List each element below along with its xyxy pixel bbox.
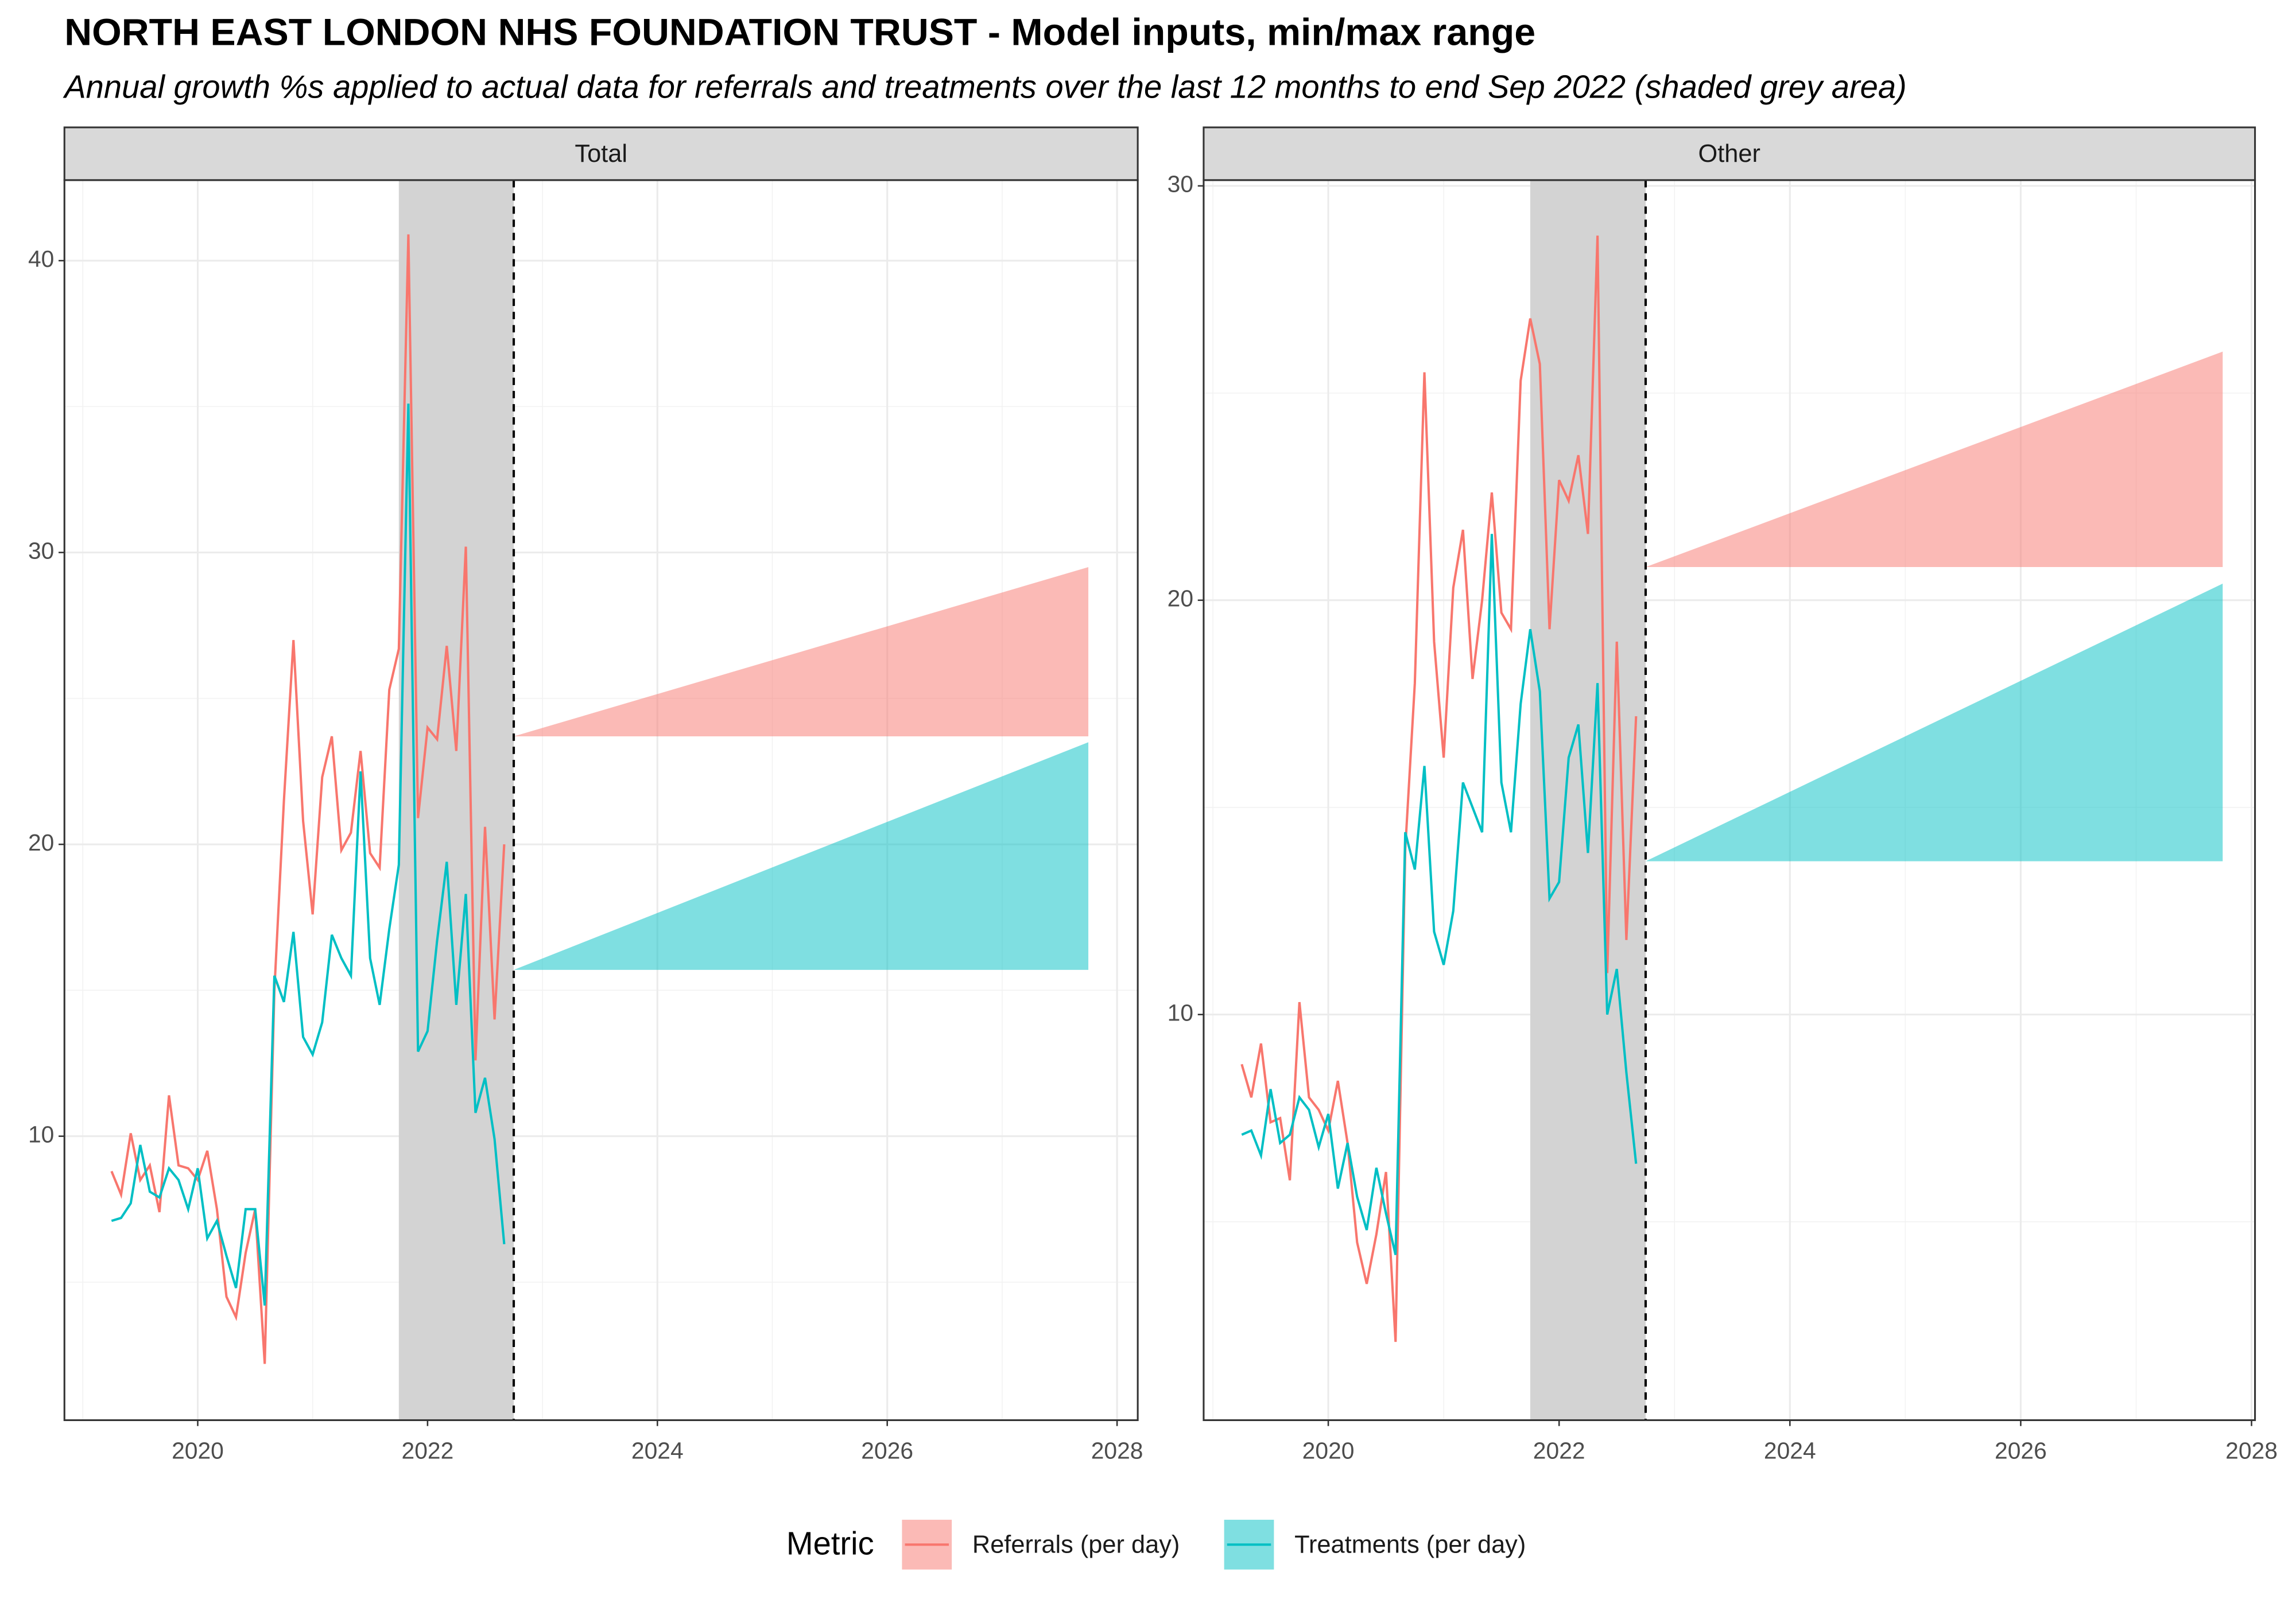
series-line — [110, 234, 506, 1364]
legend-title: Metric — [786, 1526, 874, 1562]
x-tick-label: 2024 — [631, 1437, 684, 1464]
series-line — [1241, 534, 1638, 1255]
y-tick-label: 30 — [28, 537, 54, 564]
legend: Metric Referrals (per day) Treatments (pe… — [786, 1519, 1526, 1570]
shaded-period — [1530, 180, 1646, 1420]
x-tick-label: 2020 — [1302, 1437, 1355, 1464]
series-line — [1240, 235, 1638, 1342]
y-tick-label: 30 — [1168, 171, 1193, 197]
x-tick-label: 2028 — [1091, 1437, 1143, 1464]
x-tick-label: 2022 — [402, 1437, 454, 1464]
legend-label: Treatments (per day) — [1294, 1531, 1526, 1558]
chart-title: NORTH EAST LONDON NHS FOUNDATION TRUST -… — [64, 11, 1535, 54]
facet-label: Other — [1698, 140, 1760, 168]
chart-subtitle: Annual growth %s applied to actual data … — [63, 68, 1906, 104]
shaded-period — [398, 180, 514, 1420]
x-tick-label: 2020 — [172, 1437, 224, 1464]
x-tick-label: 2026 — [1995, 1437, 2047, 1464]
range-ribbon — [1645, 351, 2223, 568]
y-tick-label: 10 — [1168, 1000, 1193, 1026]
y-tick-label: 40 — [28, 246, 54, 272]
legend-label: Referrals (per day) — [972, 1531, 1180, 1558]
range-ribbon — [514, 742, 1089, 970]
y-tick-label: 10 — [28, 1121, 54, 1147]
x-tick-label: 2028 — [2225, 1437, 2278, 1464]
facet-strip — [1203, 126, 2256, 181]
x-tick-label: 2026 — [861, 1437, 913, 1464]
y-tick-label: 20 — [28, 829, 54, 856]
facet-strip — [63, 126, 1139, 181]
y-tick-label: 20 — [1168, 585, 1193, 612]
facet-label: Total — [575, 140, 627, 168]
series-line — [111, 403, 506, 1306]
x-tick-label: 2024 — [1764, 1437, 1816, 1464]
range-ribbon — [1645, 583, 2223, 861]
x-tick-label: 2022 — [1533, 1437, 1585, 1464]
